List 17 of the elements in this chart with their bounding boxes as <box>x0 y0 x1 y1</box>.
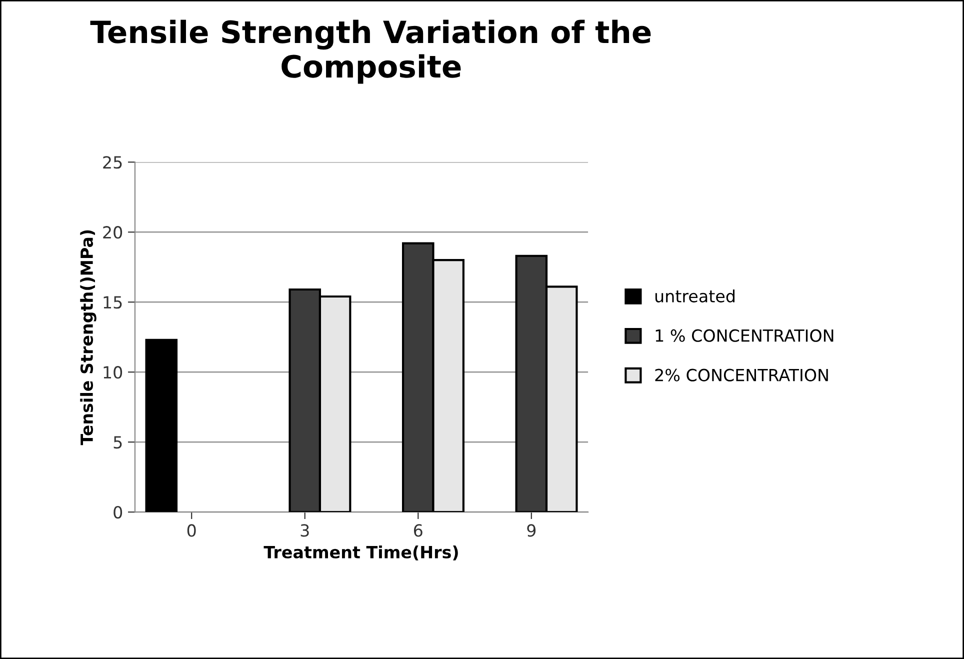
legend-label: untreated <box>655 290 734 302</box>
x-tick-label: 0 <box>187 524 196 537</box>
x-axis-title: Treatment Time(Hrs) <box>264 546 458 560</box>
y-axis-title: Tensile Strength()MPa) <box>80 230 96 446</box>
y-tick-label: 20 <box>103 226 122 239</box>
y-tick-label: 5 <box>114 436 122 449</box>
bar <box>145 338 178 512</box>
x-tick-label: 6 <box>414 524 422 537</box>
x-tick-label: 3 <box>300 524 309 537</box>
legend-label: 1 % CONCENTRATION <box>656 329 834 342</box>
y-tick-label: 25 <box>103 156 122 169</box>
y-tick-label: 10 <box>104 366 122 379</box>
chart-title: Tensile Strength Variation of the Composite <box>90 20 651 84</box>
x-tick-label: 9 <box>527 524 536 537</box>
y-tick-label: 15 <box>104 296 122 309</box>
legend-label: 2% CONCENTRATION <box>655 368 828 382</box>
y-tick-label: 0 <box>114 506 122 519</box>
